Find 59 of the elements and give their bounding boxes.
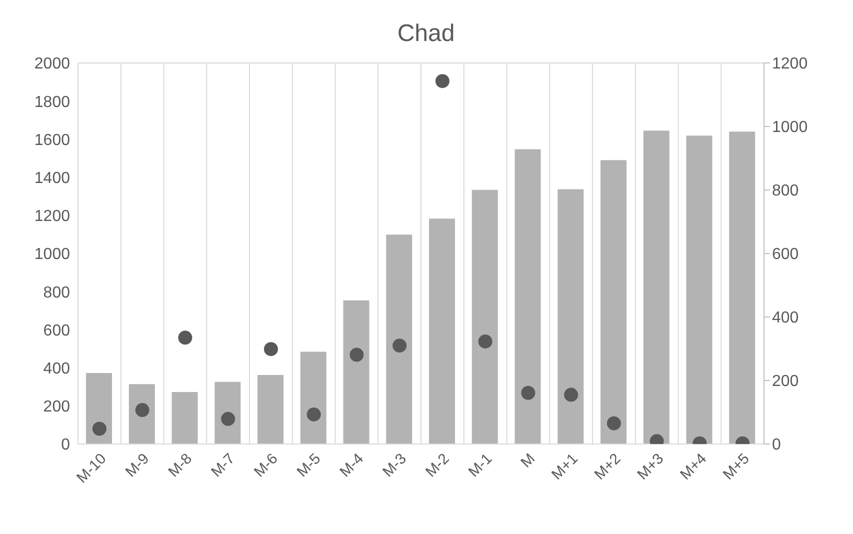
bar <box>214 382 241 444</box>
point <box>564 388 578 402</box>
bar <box>300 352 326 444</box>
bar <box>686 136 712 444</box>
y2-tick-label: 600 <box>772 246 799 264</box>
x-tick-label: M+1 <box>548 450 582 484</box>
y2-tick-label: 1200 <box>772 56 808 73</box>
point <box>135 403 150 418</box>
x-tick-label: M-2 <box>422 450 453 481</box>
bar <box>258 375 284 444</box>
y-tick-label: 1400 <box>34 170 70 187</box>
point <box>392 338 407 353</box>
x-tick-label: M-5 <box>294 450 324 481</box>
x-tick-label: M-8 <box>165 450 196 481</box>
chart-title: Chad <box>396 20 456 48</box>
point <box>521 386 536 400</box>
y-tick-label: 2000 <box>34 56 70 73</box>
point <box>350 348 364 362</box>
point <box>435 74 450 88</box>
x-tick-label: M-4 <box>336 450 368 481</box>
point <box>264 342 278 356</box>
bar <box>729 132 756 444</box>
bar <box>643 130 670 444</box>
x-tick-label: M-1 <box>465 450 496 481</box>
y2-tick-label: 0 <box>772 436 781 454</box>
bar <box>514 149 541 444</box>
x-tick-label: M-6 <box>251 450 282 481</box>
bar <box>386 234 412 444</box>
bar <box>86 372 112 444</box>
point <box>221 412 236 426</box>
bar <box>600 160 626 444</box>
point <box>478 334 492 348</box>
y-tick-label: 1600 <box>34 132 70 149</box>
point <box>306 407 321 422</box>
y-tick-label: 1200 <box>34 208 70 226</box>
y-tick-label: 1000 <box>34 246 70 264</box>
x-tick-label: M-9 <box>122 450 153 481</box>
y2-tick-label: 200 <box>772 373 799 390</box>
point <box>606 416 621 430</box>
y2-tick-label: 1000 <box>772 119 808 136</box>
bar <box>429 218 455 444</box>
y2-tick-label: 800 <box>772 182 799 200</box>
x-tick-label: M-3 <box>380 450 410 481</box>
y-tick-label: 200 <box>43 398 70 416</box>
x-tick-label: M <box>518 450 539 472</box>
y-tick-label: 400 <box>43 360 70 378</box>
bar <box>472 190 498 444</box>
y-tick-label: 600 <box>43 322 70 340</box>
point <box>178 330 192 345</box>
point <box>92 422 106 436</box>
bar <box>172 392 198 444</box>
bar <box>343 300 370 444</box>
bar <box>128 384 155 444</box>
y2-tick-label: 400 <box>772 310 799 327</box>
y-tick-label: 0 <box>61 436 70 454</box>
y-tick-label: 800 <box>43 284 70 302</box>
bar <box>558 189 584 444</box>
x-tick-label: M-7 <box>208 450 238 481</box>
y-tick-label: 1800 <box>34 94 70 111</box>
